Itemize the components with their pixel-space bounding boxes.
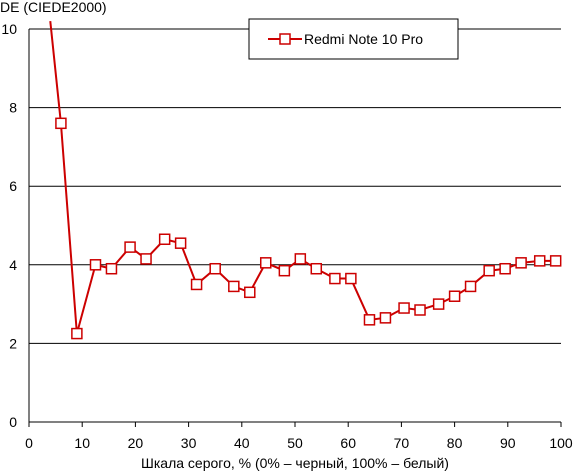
data-point [310, 262, 323, 275]
axes [28, 29, 561, 423]
data-point [329, 272, 341, 285]
data-point [448, 290, 461, 302]
y-axis-title: DE (CIEDE2000) [0, 0, 107, 15]
x-tick-label: 10 [74, 435, 90, 451]
x-tick-label: 50 [287, 435, 303, 451]
y-tick-label: 8 [9, 100, 17, 116]
grid [29, 28, 561, 344]
legend: Redmi Note 10 Pro [248, 18, 459, 60]
x-tick-label: 80 [447, 435, 463, 451]
data-point [174, 237, 187, 249]
x-tick-label: 40 [234, 435, 250, 451]
data-point [209, 262, 221, 275]
data-point [414, 304, 426, 316]
data-point [499, 262, 511, 275]
data-point [345, 272, 357, 285]
data-point [259, 257, 272, 269]
plot-area [49, 21, 562, 340]
data-point [464, 280, 477, 293]
data-point [549, 255, 562, 267]
legend-box [248, 18, 459, 60]
x-tick-label: 0 [25, 435, 33, 451]
data-point [140, 253, 152, 265]
x-tick-label: 20 [128, 435, 144, 451]
legend-label: Redmi Note 10 Pro [304, 31, 423, 47]
y-tick-label: 10 [1, 21, 17, 37]
data-point [244, 286, 256, 299]
data-point [398, 302, 410, 314]
x-tick-label: 30 [181, 435, 197, 451]
x-tick-label: 60 [340, 435, 356, 451]
data-point [89, 259, 102, 271]
data-point [294, 253, 307, 265]
y-ticks: 0 2 4 6 8 10 [1, 21, 17, 430]
data-point [432, 298, 445, 310]
x-axis-title: Шкала серого, % (0% – черный, 100% – бел… [141, 455, 449, 471]
data-point [533, 255, 546, 267]
data-point [124, 241, 136, 253]
y-tick-label: 4 [9, 257, 17, 273]
y-tick-label: 2 [9, 335, 17, 351]
data-point [278, 264, 291, 277]
y-tick-label: 6 [9, 178, 17, 194]
x-tick-label: 70 [394, 435, 410, 451]
y-tick-label: 0 [9, 414, 17, 430]
data-point [228, 280, 240, 293]
x-ticks: 0 10 20 30 40 50 60 70 80 90 100 [25, 422, 573, 451]
series-line [49, 21, 556, 334]
data-point [363, 314, 376, 326]
data-point [379, 312, 392, 324]
data-point [515, 257, 527, 269]
data-point [483, 264, 495, 277]
x-tick-label: 90 [500, 435, 516, 451]
data-point [190, 278, 203, 291]
data-point [55, 117, 67, 130]
x-tick-label: 100 [549, 435, 573, 451]
data-point [158, 233, 171, 246]
legend-marker [279, 33, 291, 45]
data-point [105, 262, 118, 275]
data-point [71, 327, 83, 340]
